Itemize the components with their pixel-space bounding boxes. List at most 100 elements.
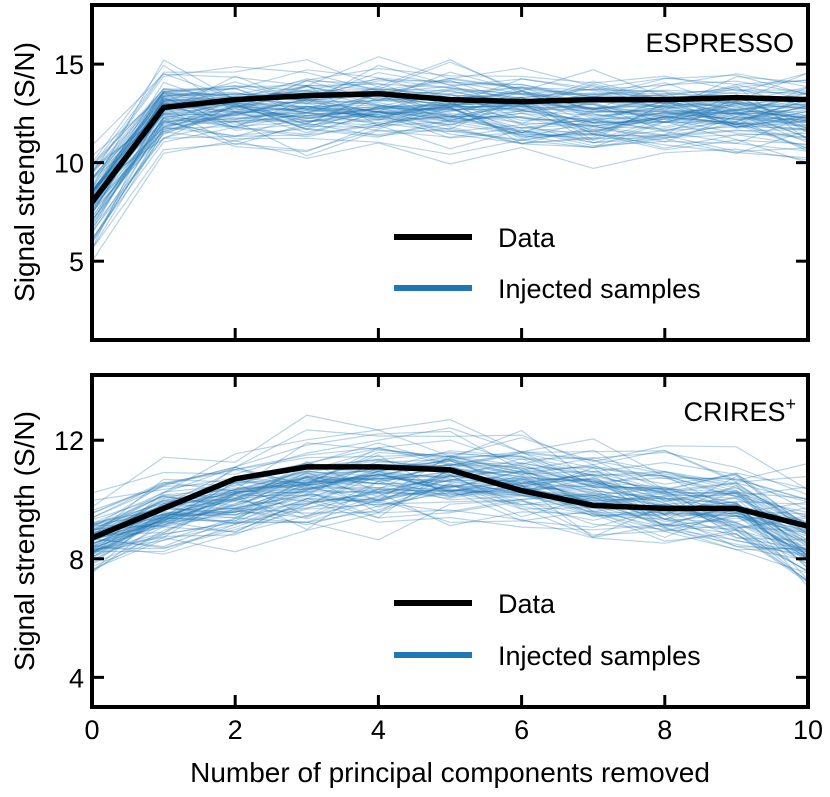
injected-sample-line	[92, 108, 808, 228]
injected-sample-line	[92, 120, 808, 242]
x-tick-label: 2	[228, 715, 243, 745]
injected-sample-line	[92, 486, 808, 535]
legend-injected-label: Injected samples	[498, 641, 701, 671]
injected-sample-line	[92, 103, 808, 243]
injected-sample-line	[92, 492, 808, 582]
injected-sample-line	[92, 429, 808, 514]
injected-sample-line	[92, 477, 808, 548]
injected-sample-line	[92, 123, 808, 244]
injected-sample-line	[92, 79, 808, 181]
legend-injected-label: Injected samples	[498, 274, 701, 304]
injected-sample-line	[92, 475, 808, 558]
injected-sample-line	[92, 447, 808, 537]
injected-sample-line	[92, 93, 808, 215]
injected-sample-line	[92, 480, 808, 565]
x-tick-label: 6	[514, 715, 529, 745]
injected-sample-line	[92, 471, 808, 546]
injected-sample-line	[92, 497, 808, 572]
injected-sample-line	[92, 103, 808, 209]
x-tick-label: 4	[371, 715, 386, 745]
y-tick-label: 8	[69, 545, 84, 575]
injected-sample-line	[92, 69, 808, 179]
injected-sample-line	[92, 491, 808, 542]
injected-sample-line	[92, 106, 808, 250]
injected-sample-line	[92, 109, 808, 221]
espresso-x-ticks	[90, 5, 810, 340]
injected-sample-line	[92, 80, 808, 165]
injected-sample-line	[92, 88, 808, 174]
legend-data-label: Data	[498, 589, 556, 619]
espresso-injected-samples	[92, 56, 808, 262]
injected-sample-line	[92, 500, 808, 588]
injected-sample-line	[92, 450, 808, 533]
crires-title-main: CRIRES	[683, 397, 785, 427]
injected-sample-line	[92, 111, 808, 221]
injected-sample-line	[92, 95, 808, 193]
injected-sample-line	[92, 459, 808, 554]
injected-sample-line	[92, 102, 808, 250]
y-tick-label: 10	[54, 149, 84, 179]
injected-sample-line	[92, 124, 808, 233]
injected-sample-line	[92, 427, 808, 501]
espresso-panel-title: ESPRESSO	[645, 28, 794, 58]
injected-sample-line	[92, 77, 808, 213]
injected-sample-line	[92, 489, 808, 551]
injected-sample-line	[92, 458, 808, 531]
injected-sample-line	[92, 487, 808, 548]
injected-sample-line	[92, 79, 808, 180]
injected-sample-line	[92, 474, 808, 573]
injected-sample-line	[92, 86, 808, 189]
injected-sample-line	[92, 449, 808, 525]
injected-sample-line	[92, 103, 808, 225]
injected-sample-line	[92, 91, 808, 192]
injected-sample-line	[92, 457, 808, 549]
injected-sample-line	[92, 460, 808, 559]
crires-x-ticks: 0 2 4 6 8 10	[84, 375, 823, 745]
crires-plot-frame	[90, 373, 810, 709]
injected-sample-line	[92, 492, 808, 544]
injected-sample-line	[92, 457, 808, 541]
crires-data-line	[92, 464, 808, 541]
injected-sample-line	[92, 470, 808, 535]
injected-sample-line	[92, 105, 808, 213]
injected-sample-line	[92, 110, 808, 217]
injected-sample-line	[92, 84, 808, 192]
injected-sample-line	[92, 98, 808, 199]
injected-sample-line	[92, 120, 808, 229]
y-tick-label: 4	[69, 663, 84, 693]
x-tick-label: 10	[793, 715, 823, 745]
injected-sample-line	[92, 463, 808, 563]
injected-sample-line	[92, 96, 808, 191]
y-tick-label: 15	[54, 50, 84, 80]
injected-sample-line	[92, 93, 808, 215]
injected-sample-line	[92, 475, 808, 569]
crires-legend: Data Injected samples	[394, 589, 701, 671]
injected-sample-line	[92, 483, 808, 572]
espresso-plot-frame	[90, 3, 810, 342]
injected-sample-line	[92, 460, 808, 545]
injected-sample-line	[92, 439, 808, 519]
injected-sample-line	[92, 101, 808, 222]
crires-title-superscript: +	[785, 394, 796, 414]
injected-sample-line	[92, 92, 808, 196]
injected-sample-line	[92, 446, 808, 530]
injected-sample-line	[92, 499, 808, 556]
injected-sample-line	[92, 469, 808, 538]
injected-sample-line	[92, 474, 808, 560]
injected-sample-line	[92, 90, 808, 191]
injected-sample-line	[92, 485, 808, 562]
injected-sample-line	[92, 99, 808, 194]
injected-sample-line	[92, 97, 808, 207]
injected-sample-line	[92, 460, 808, 560]
injected-sample-line	[92, 91, 808, 195]
injected-sample-line	[92, 64, 808, 164]
injected-sample-line	[92, 102, 808, 203]
injected-sample-line	[92, 102, 808, 234]
injected-sample-line	[92, 67, 808, 157]
injected-sample-line	[92, 101, 808, 191]
espresso-panel: 5 10 15 ESPRESSO Data Injected samples Sig…	[9, 3, 810, 342]
injected-sample-line	[92, 463, 808, 545]
injected-sample-line	[92, 85, 808, 210]
injected-sample-line	[92, 442, 808, 536]
